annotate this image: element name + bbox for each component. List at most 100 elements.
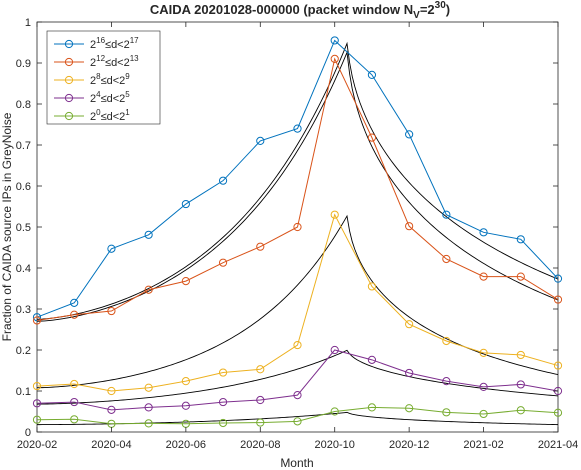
data-point <box>330 407 339 416</box>
data-point <box>218 258 228 267</box>
data-point <box>553 274 563 283</box>
y-tick-label: 0.3 <box>16 304 31 316</box>
legend-marker <box>64 57 74 67</box>
legend-marker <box>64 93 74 103</box>
data-point <box>218 176 228 185</box>
chart-title-sup: 30 <box>435 0 447 11</box>
data-point <box>144 403 153 412</box>
data-point <box>405 222 414 231</box>
data-point <box>181 277 190 286</box>
data-point <box>405 130 414 139</box>
data-point <box>107 244 116 253</box>
data-point <box>442 254 451 264</box>
fit-curve <box>36 50 559 322</box>
y-tick-label: 0.2 <box>16 345 31 357</box>
data-point <box>144 419 153 428</box>
x-tick-label: 2020-06 <box>166 439 206 451</box>
data-point <box>107 405 116 414</box>
data-point <box>32 415 42 424</box>
data-point <box>516 406 525 415</box>
x-tick-label: 2020-02 <box>17 439 57 451</box>
chart-title-eq: =2 <box>420 2 435 17</box>
x-tick-label: 2020-04 <box>91 439 131 451</box>
data-point <box>293 124 302 133</box>
chart-title: CAIDA 20201028-000000 (packet window NV=… <box>150 0 450 21</box>
data-point <box>256 242 265 251</box>
data-point <box>405 320 414 329</box>
fit-curve <box>36 349 559 405</box>
data-point <box>144 383 153 392</box>
data-point <box>218 368 228 377</box>
data-point <box>442 336 451 346</box>
data-point <box>181 199 190 209</box>
data-point <box>70 379 79 389</box>
y-tick-label: 0.4 <box>16 263 31 275</box>
data-point <box>218 418 228 428</box>
data-point <box>107 306 116 316</box>
data-point <box>516 272 525 281</box>
data-point <box>256 395 265 405</box>
y-tick-label: 0.6 <box>16 181 31 193</box>
x-tick-label: 2020-12 <box>389 439 429 451</box>
chart-title-text: CAIDA 20201028-000000 (packet window N <box>150 2 413 17</box>
data-point <box>256 136 265 145</box>
fit-curve <box>36 41 559 320</box>
data-point <box>256 418 265 427</box>
data-point <box>293 391 302 400</box>
data-point <box>367 355 377 364</box>
x-tick-label: 2021-04 <box>538 439 578 451</box>
data-point <box>442 408 451 417</box>
axis-ticks: 2020-02 2020-04 2020-06 2020-08 2020-10 2020-… <box>16 17 578 451</box>
data-point <box>553 408 563 417</box>
y-tick-label: 0.5 <box>16 222 31 234</box>
series-line <box>36 406 559 425</box>
data-point <box>479 348 488 357</box>
legend-label: 216≤d<217 <box>90 36 139 51</box>
data-point <box>479 382 488 391</box>
legend-label: 212≤d<213 <box>90 54 139 69</box>
legend-marker <box>64 39 74 49</box>
data-point <box>516 235 525 244</box>
data-point <box>479 272 488 281</box>
y-tick-label: 0.8 <box>16 99 31 111</box>
data-point <box>479 228 488 237</box>
y-tick-label: 0.9 <box>16 58 31 70</box>
data-point <box>367 282 377 291</box>
data-point <box>479 409 488 419</box>
data-point <box>442 377 451 386</box>
x-tick-label: 2020-10 <box>315 439 355 451</box>
x-axis-label: Month <box>280 456 313 470</box>
data-point <box>181 377 190 386</box>
data-point <box>293 340 302 350</box>
data-point <box>405 368 414 378</box>
data-point <box>405 404 414 413</box>
data-point <box>293 222 302 232</box>
data-point <box>32 399 42 408</box>
data-point <box>32 313 42 322</box>
data-point <box>367 403 377 412</box>
legend-marker <box>64 111 74 121</box>
legend-label: 28≤d<29 <box>90 72 130 87</box>
y-tick-label: 1 <box>25 17 31 29</box>
data-point <box>70 310 79 319</box>
x-tick-label: 2020-08 <box>240 439 280 451</box>
data-point <box>144 285 153 294</box>
data-point <box>70 298 79 307</box>
chart-title-sub: V <box>413 10 420 21</box>
series-lines <box>32 36 563 428</box>
data-point <box>107 386 116 396</box>
data-point <box>70 415 79 424</box>
data-point <box>330 36 339 45</box>
y-tick-label: 0.7 <box>16 140 31 152</box>
data-point <box>218 397 228 407</box>
data-point <box>70 397 79 407</box>
data-point <box>330 54 339 64</box>
legend-marker <box>64 75 74 85</box>
data-point <box>442 210 451 219</box>
legend-label: 20≤d<21 <box>90 108 130 123</box>
series-line <box>36 213 559 392</box>
x-tick-label: 2021-02 <box>463 439 503 451</box>
data-point <box>144 230 153 239</box>
data-point <box>32 316 42 325</box>
